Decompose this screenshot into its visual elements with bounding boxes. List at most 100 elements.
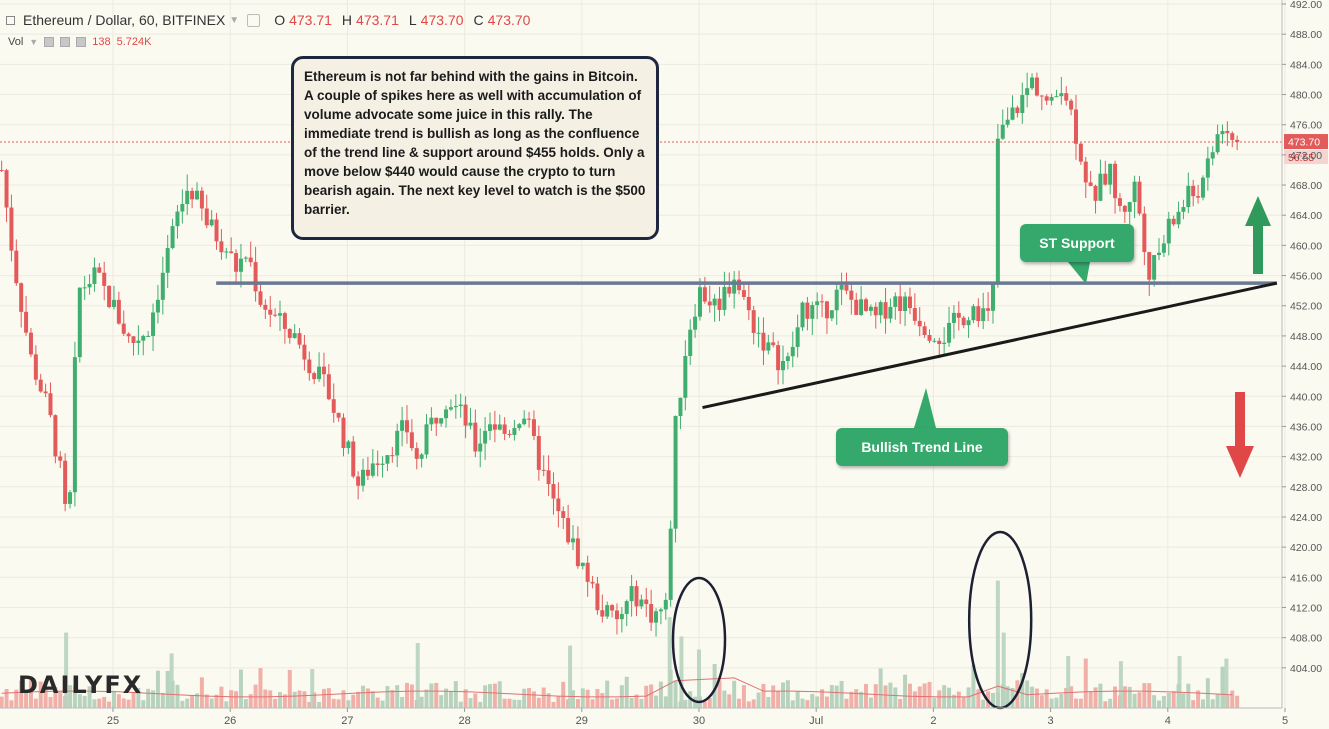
candle-body bbox=[63, 460, 68, 504]
candle bbox=[605, 601, 610, 619]
candle-body bbox=[439, 418, 444, 424]
candle-body bbox=[937, 340, 942, 345]
candle-body bbox=[375, 463, 380, 465]
candle-body bbox=[907, 296, 912, 309]
close-icon[interactable] bbox=[76, 37, 87, 47]
candle-body bbox=[429, 417, 434, 425]
candle bbox=[561, 506, 566, 530]
candle-body bbox=[1039, 95, 1044, 97]
candle-body bbox=[1064, 93, 1069, 101]
candle bbox=[1108, 163, 1113, 195]
candle-body bbox=[785, 356, 790, 361]
settings-icon[interactable] bbox=[60, 37, 71, 47]
eye-icon[interactable] bbox=[44, 37, 55, 47]
volume-bar bbox=[844, 698, 849, 708]
candle bbox=[146, 330, 151, 337]
candle-body bbox=[844, 284, 849, 291]
candle-body bbox=[717, 298, 722, 310]
candle bbox=[1020, 82, 1025, 124]
volume-bar bbox=[727, 694, 732, 708]
down-arrow-shaft bbox=[1235, 392, 1245, 450]
candle bbox=[92, 257, 97, 292]
candle-body bbox=[693, 316, 698, 330]
candle bbox=[468, 407, 473, 430]
st-support-callout: ST Support bbox=[1020, 224, 1134, 262]
volume-bar bbox=[898, 699, 903, 708]
candle bbox=[1044, 94, 1049, 105]
volume-bar bbox=[107, 701, 112, 708]
y-tick-label: 412.00 bbox=[1290, 602, 1322, 614]
candle-body bbox=[912, 308, 917, 321]
volume-bar bbox=[1210, 699, 1215, 708]
volume-bar bbox=[517, 699, 522, 708]
volume-bar bbox=[707, 698, 712, 708]
candle bbox=[756, 316, 761, 348]
volume-bar bbox=[165, 670, 170, 708]
candle bbox=[951, 305, 956, 339]
candle-body bbox=[512, 428, 517, 435]
candle-body bbox=[385, 455, 390, 464]
candle bbox=[1073, 94, 1078, 160]
volume-bar bbox=[780, 682, 785, 708]
volume-bar bbox=[673, 680, 678, 708]
candle-body bbox=[1200, 177, 1205, 198]
volume-bar bbox=[580, 688, 585, 708]
volume-bar bbox=[307, 701, 312, 708]
volume-bar bbox=[43, 688, 48, 708]
x-tick-label: 5 bbox=[1282, 715, 1288, 727]
volume-bar bbox=[458, 701, 463, 708]
candle-body bbox=[956, 312, 961, 318]
open-value: 473.71 bbox=[289, 12, 332, 28]
volume-bar bbox=[92, 699, 97, 708]
candle-body bbox=[19, 283, 24, 312]
volume-bar bbox=[1235, 695, 1240, 708]
volume-bar bbox=[536, 697, 541, 708]
candle bbox=[180, 189, 185, 224]
y-tick-label: 484.00 bbox=[1290, 59, 1322, 71]
collapse-icon[interactable] bbox=[6, 15, 15, 25]
candle bbox=[961, 315, 966, 329]
candle bbox=[502, 417, 507, 441]
candle-body bbox=[77, 287, 82, 358]
volume-bar bbox=[1098, 683, 1103, 708]
volume-bar bbox=[9, 700, 14, 708]
candle-body bbox=[800, 302, 805, 328]
candle bbox=[263, 299, 268, 319]
candle bbox=[805, 296, 810, 331]
volume-bar bbox=[551, 701, 556, 708]
volume-bar bbox=[131, 692, 136, 708]
volume-bar bbox=[151, 690, 156, 708]
volume-dropdown-icon[interactable]: ▼ bbox=[29, 37, 39, 47]
volume-bar bbox=[1152, 695, 1157, 708]
candle bbox=[981, 292, 986, 330]
settings-icon[interactable] bbox=[247, 13, 261, 27]
candle-body bbox=[780, 360, 785, 371]
volume-bar bbox=[859, 691, 864, 708]
candle bbox=[517, 423, 522, 431]
candle-body bbox=[678, 397, 683, 417]
candle-body bbox=[668, 528, 673, 600]
candle bbox=[673, 415, 678, 543]
candle-body bbox=[361, 469, 366, 486]
candle bbox=[1230, 131, 1235, 148]
volume-bar bbox=[756, 692, 761, 708]
volume-bar bbox=[38, 681, 43, 708]
volume-bar bbox=[624, 676, 629, 708]
candle-body bbox=[888, 306, 893, 319]
y-tick-label: 460.00 bbox=[1290, 240, 1322, 252]
candle bbox=[199, 186, 204, 221]
candle bbox=[1015, 105, 1020, 118]
candle-body bbox=[1044, 96, 1049, 101]
candle-body bbox=[864, 299, 869, 311]
candle-body bbox=[400, 420, 405, 431]
volume-spike bbox=[679, 636, 684, 708]
candle bbox=[1176, 201, 1181, 229]
y-tick-label: 420.00 bbox=[1290, 542, 1322, 554]
candle bbox=[131, 336, 136, 356]
candle-body bbox=[1157, 252, 1162, 256]
dropdown-icon[interactable]: ▼ bbox=[229, 14, 240, 26]
candle-body bbox=[702, 287, 707, 302]
candle bbox=[238, 243, 243, 288]
candle-body bbox=[1215, 134, 1220, 153]
